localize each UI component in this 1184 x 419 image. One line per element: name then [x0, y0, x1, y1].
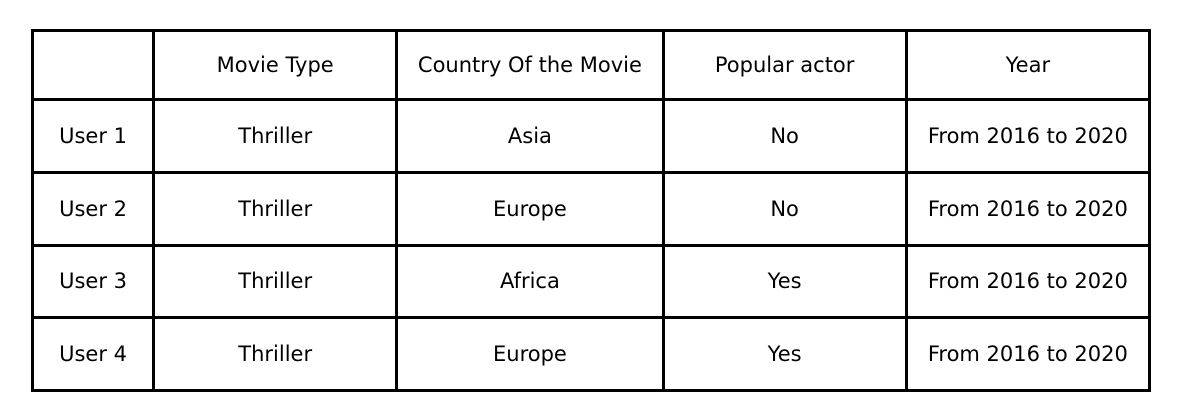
header-cell-popular-actor: Popular actor — [661, 29, 908, 101]
table-row: User 1 Thriller Asia No From 2016 to 202… — [30, 98, 1152, 174]
user-movie-preferences-table-wrapper: Movie Type Country Of the Movie Popular … — [30, 29, 1152, 392]
row-label-cell: User 4 — [30, 316, 156, 392]
popular-actor-cell: No — [661, 170, 908, 247]
year-cell: From 2016 to 2020 — [904, 316, 1152, 392]
header-cell-year: Year — [904, 29, 1152, 101]
table-header-row: Movie Type Country Of the Movie Popular … — [30, 29, 1152, 101]
country-cell: Europe — [395, 316, 665, 392]
popular-actor-cell: Yes — [661, 243, 908, 320]
year-cell: From 2016 to 2020 — [904, 170, 1152, 247]
table-row: User 3 Thriller Africa Yes From 2016 to … — [30, 243, 1152, 320]
country-cell: Asia — [395, 98, 665, 174]
table-row: User 4 Thriller Europe Yes From 2016 to … — [30, 316, 1152, 392]
movie-type-cell: Thriller — [152, 170, 399, 247]
table-row: User 2 Thriller Europe No From 2016 to 2… — [30, 170, 1152, 247]
popular-actor-cell: Yes — [661, 316, 908, 392]
year-cell: From 2016 to 2020 — [904, 98, 1152, 174]
country-cell: Africa — [395, 243, 665, 320]
row-label-cell: User 3 — [30, 243, 156, 320]
popular-actor-cell: No — [661, 98, 908, 174]
header-cell-blank — [30, 29, 156, 101]
row-label-cell: User 2 — [30, 170, 156, 247]
header-cell-movie-type: Movie Type — [152, 29, 399, 101]
user-movie-preferences-table: Movie Type Country Of the Movie Popular … — [30, 29, 1152, 392]
header-cell-country: Country Of the Movie — [395, 29, 665, 101]
movie-type-cell: Thriller — [152, 98, 399, 174]
movie-type-cell: Thriller — [152, 316, 399, 392]
movie-type-cell: Thriller — [152, 243, 399, 320]
row-label-cell: User 1 — [30, 98, 156, 174]
country-cell: Europe — [395, 170, 665, 247]
year-cell: From 2016 to 2020 — [904, 243, 1152, 320]
